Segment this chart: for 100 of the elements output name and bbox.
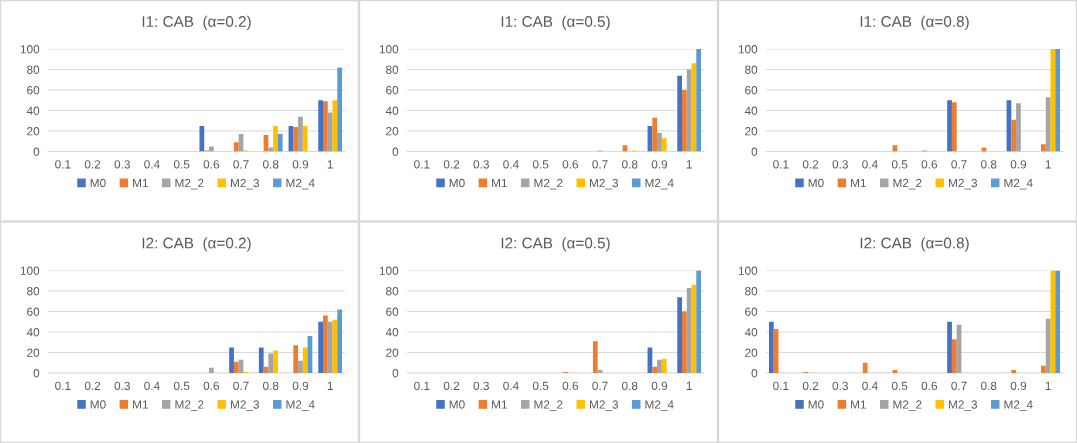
y-tick-label: 0 [392,147,399,156]
x-tick-label: 0.7 [233,381,249,390]
legend-label: M1 [492,400,507,409]
x-tick-label: 0.8 [263,160,279,169]
y-tick-label: 60 [386,86,399,95]
legend-label: M2_4 [1004,178,1033,190]
chart-title: I1: CAB (α=0.5) [501,15,610,30]
legend-label: M2_4 [286,400,315,411]
x-tick-label: 0.5 [173,160,190,169]
y-tick-label: 100 [738,266,758,275]
legend-label: M2_4 [286,178,315,190]
bar [298,360,303,373]
y-tick-label: 80 [745,65,758,74]
y-tick-label: 0 [392,369,399,378]
x-tick-label: 0.4 [862,381,878,390]
bar [652,366,658,373]
bar [1041,365,1046,373]
x-tick-label: 0.1 [773,160,789,169]
bar [862,362,868,373]
x-tick-label: 0.1 [55,381,71,390]
bar [199,125,205,152]
x-tick-label: 0.1 [414,160,430,169]
legend-label: M0 [808,178,824,188]
y-tick-label: 40 [385,328,399,337]
x-tick-label: 0.3 [473,381,489,390]
y-tick-label: 20 [745,348,758,357]
x-tick-label: 0.2 [84,381,101,390]
bar [696,270,702,373]
x-tick-label: 0.3 [114,381,130,390]
x-tick-label: 0.5 [891,381,908,390]
x-tick-label: 0.8 [981,160,997,169]
bar [947,321,952,373]
y-tick-label: 80 [27,65,40,74]
bar [682,90,687,152]
bar [677,75,683,152]
legend-label: M2_3 [230,400,260,411]
chart-title: I2: CAB (α=0.5) [501,237,610,252]
bar [293,126,299,152]
x-tick-label: 0.9 [1010,160,1027,169]
x-tick-label: 0.4 [862,160,878,169]
x-tick-label: 0.3 [832,381,848,390]
bar [947,100,952,152]
legend-label: M0 [808,400,824,409]
x-tick-label: 0.9 [292,381,309,390]
x-tick-label: 1 [327,160,333,169]
legend-label: M2_4 [645,400,674,411]
bar [686,69,692,152]
bar [268,353,274,373]
legend-label: M2_4 [1004,400,1033,411]
x-tick-label: 0.7 [592,381,608,390]
bar [233,361,239,373]
legend-label: M2_3 [589,178,619,190]
bar [293,345,299,373]
x-tick-label: 0.5 [891,160,908,169]
legend-label: M2_2 [893,400,922,411]
bar [337,67,343,152]
legend-label: M2_3 [230,178,260,190]
chart-title: I2: CAB (α=0.2) [142,237,251,252]
bar [1055,270,1061,373]
x-tick-label: 0.9 [1010,381,1027,390]
x-tick-label: 0.2 [802,381,819,390]
bar [298,116,303,152]
x-tick-label: 0.9 [651,381,668,390]
bar [1041,144,1046,152]
bar [318,321,324,373]
bar [682,311,687,373]
x-tick-label: 0.7 [233,160,249,169]
legend-label: M2_4 [645,178,674,190]
y-tick-label: 80 [386,65,399,74]
bar [233,142,239,152]
chart-title: I1: CAB (α=0.2) [142,15,251,30]
y-tick-label: 80 [27,287,40,296]
x-tick-label: 0.8 [622,160,638,169]
x-tick-label: 1 [1045,381,1051,390]
bar [229,347,234,373]
x-tick-label: 0.6 [203,160,220,169]
bar [951,102,957,152]
chart-title: I1: CAB (α=0.8) [860,15,969,30]
x-tick-label: 0.5 [532,381,549,390]
bar [768,321,774,373]
bar [1016,103,1021,152]
x-tick-label: 0.1 [773,381,789,390]
bar [677,297,683,373]
x-tick-label: 0.4 [503,381,519,390]
legend-label: M2_3 [948,400,978,411]
legend-label: M0 [90,178,106,188]
bar [323,101,328,152]
x-tick-label: 0.3 [473,160,489,169]
x-tick-label: 1 [327,381,333,390]
y-tick-label: 40 [26,328,40,337]
bar [273,125,278,152]
y-tick-label: 0 [33,369,40,378]
x-tick-label: 0.8 [622,381,638,390]
x-tick-label: 1 [686,381,692,390]
chart-title: I2: CAB (α=0.8) [860,237,969,252]
x-tick-label: 0.2 [802,160,819,169]
y-tick-label: 80 [745,287,758,296]
x-tick-label: 0.1 [55,160,71,169]
x-tick-label: 0.6 [562,381,579,390]
x-tick-label: 0.1 [414,381,430,390]
